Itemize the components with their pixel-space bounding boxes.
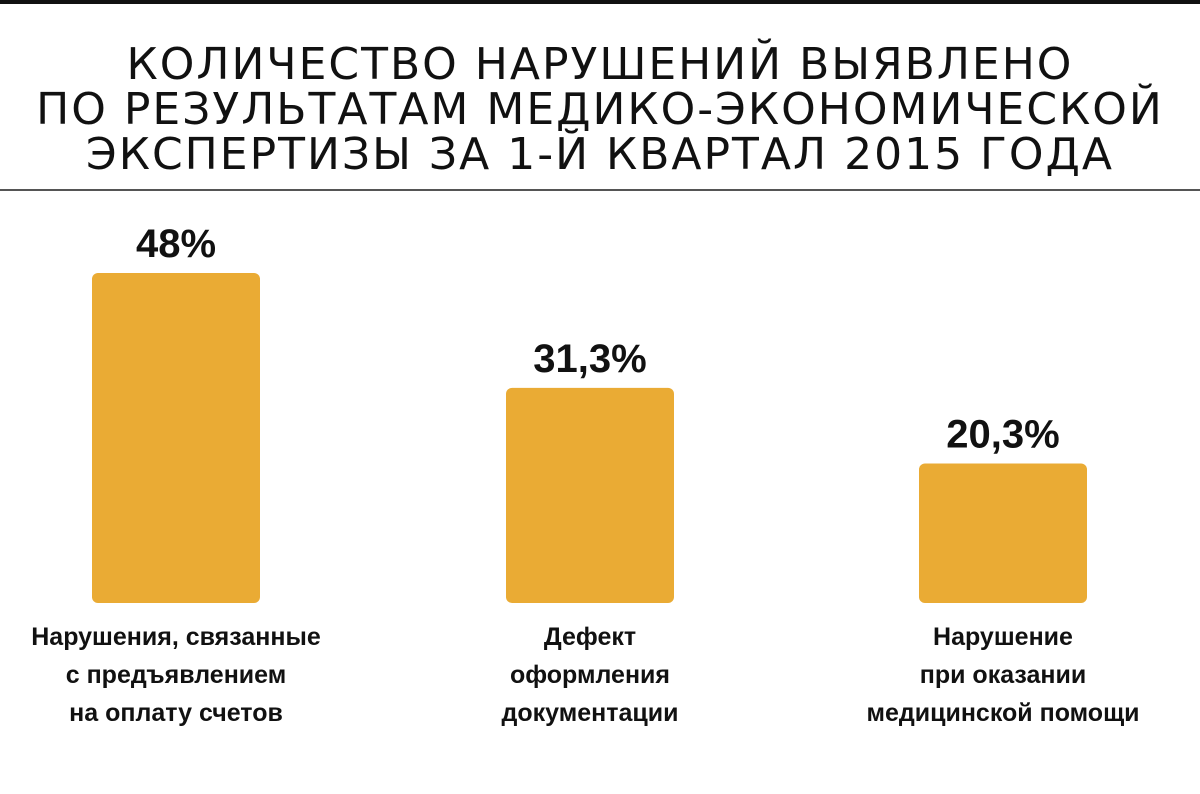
category-label-line: при оказании [919,661,1087,689]
category-label-line: Нарушения, связанные [31,623,321,651]
category-label: Дефект оформления документации [380,618,800,732]
category-label-line: на оплату счетов [69,699,283,727]
title-line: ЭКСПЕРТИЗЫ ЗА 1-Й КВАРТАЛ 2015 ГОДА [86,129,1114,180]
category-label-line: документации [501,699,679,727]
bar [919,463,1087,603]
category-label: Нарушения, связанные с предъявлением на … [0,618,386,732]
bar [92,273,260,603]
title-divider [0,189,1200,191]
category-label-line: с предъявлением [65,661,287,689]
title-line: ПО РЕЗУЛЬТАТАМ МЕДИКО-ЭКОНОМИЧЕСКОЙ [36,84,1164,135]
category-label-line: Нарушение [933,623,1073,651]
chart-title: КОЛИЧЕСТВО НАРУШЕНИЙ ВЫЯВЛЕНО ПО РЕЗУЛЬТ… [0,42,1200,177]
data-label: 20,3% [946,412,1059,456]
category-label-line: медицинской помощи [866,699,1140,727]
top-rule [0,0,1200,4]
category-label-line: Дефект [543,623,637,651]
category-label-line: оформления [509,661,671,689]
data-label: 31,3% [533,337,646,381]
title-line: КОЛИЧЕСТВО НАРУШЕНИЙ ВЫЯВЛЕНО [126,39,1074,90]
bar [506,387,674,603]
category-label: Нарушение при оказании медицинской помощ… [793,618,1200,732]
data-label: 48% [136,222,216,266]
